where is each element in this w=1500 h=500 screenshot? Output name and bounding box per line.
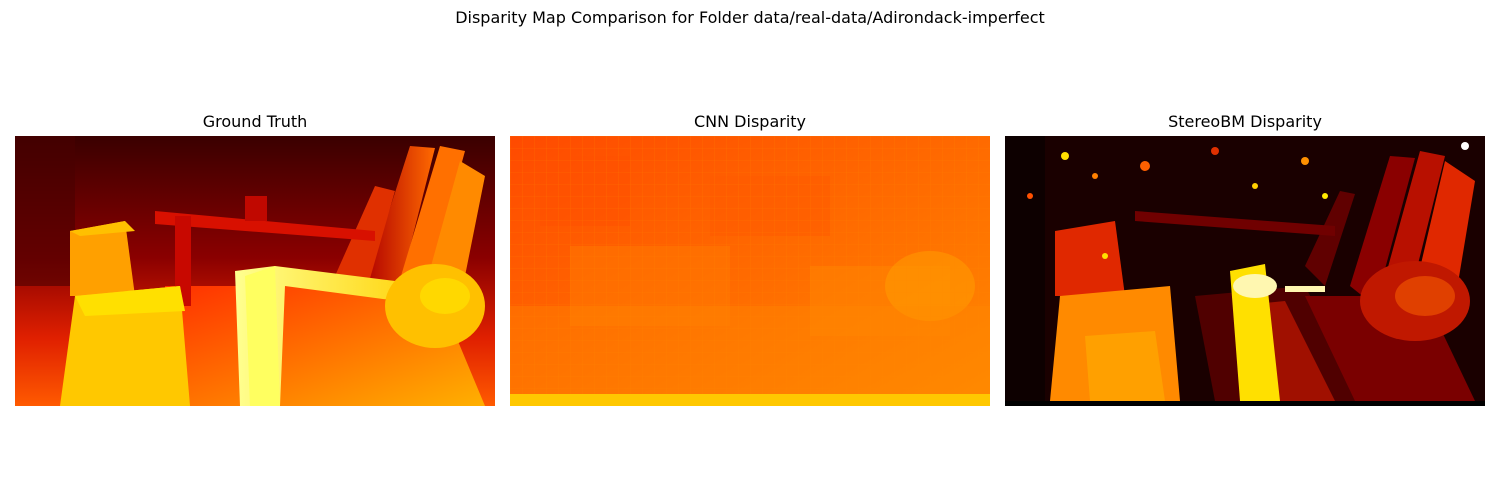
figure-title: Disparity Map Comparison for Folder data… — [455, 8, 1045, 27]
ground-truth-title: Ground Truth — [202, 112, 308, 131]
ground-truth-image — [15, 136, 495, 406]
cnn-disparity-image — [510, 136, 990, 406]
stereobm-disparity-title: StereoBM Disparity — [1168, 112, 1322, 131]
cnn-disparity-title: CNN Disparity — [693, 112, 807, 131]
stereobm-disparity-image — [1005, 136, 1485, 406]
